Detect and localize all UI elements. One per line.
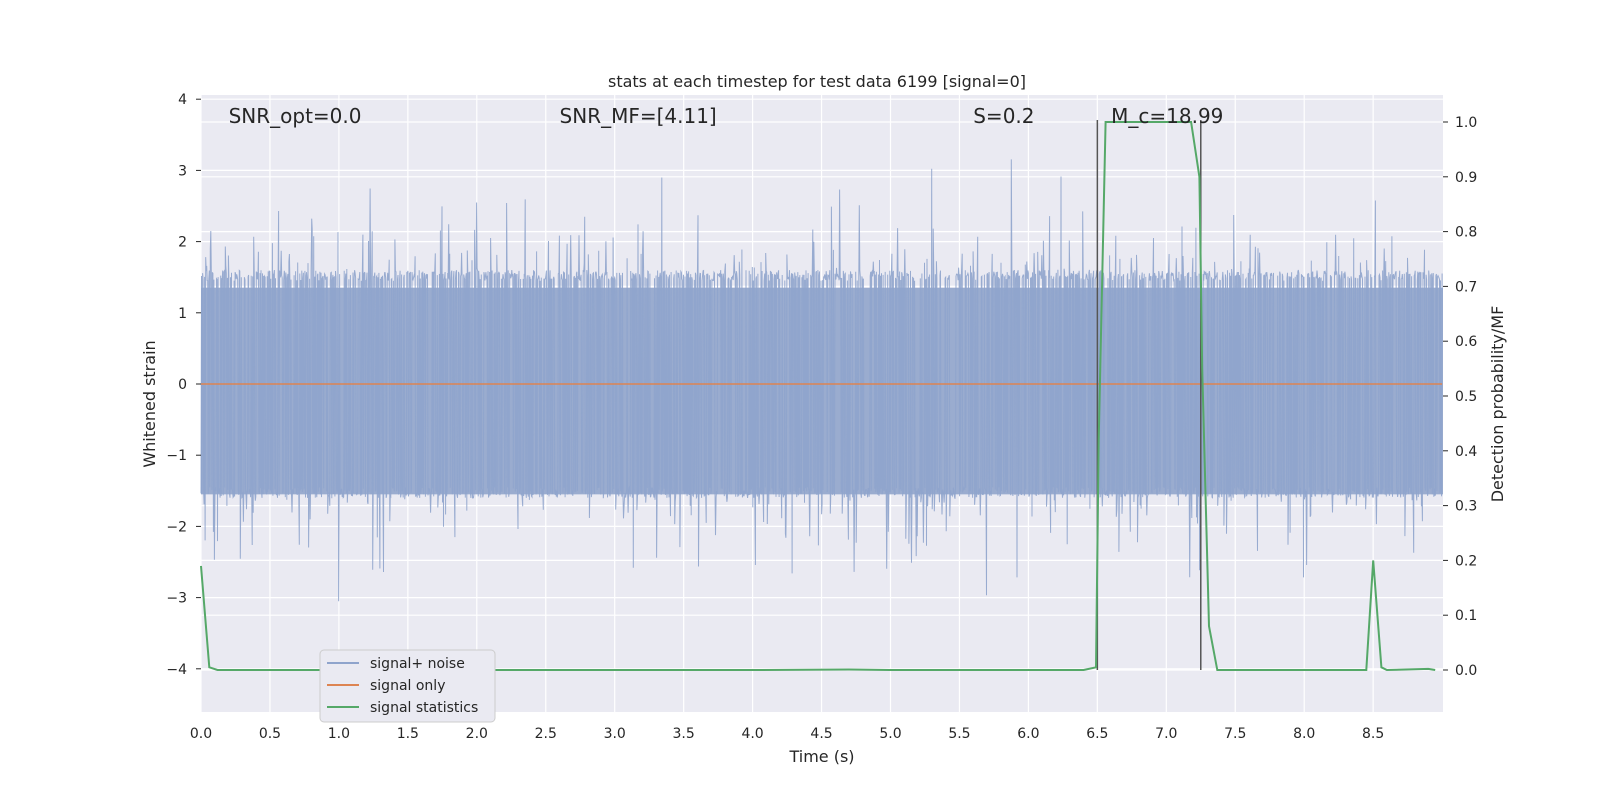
x-tick-label: 4.5: [810, 726, 832, 742]
x-tick-label: 3.0: [604, 726, 626, 742]
y2-axis-title: Detection probability/MF: [1488, 306, 1507, 503]
y-tick-label: 1: [178, 306, 187, 322]
x-tick-label: 2.5: [535, 726, 557, 742]
y2-tick-label: 0.8: [1455, 225, 1477, 241]
x-tick-label: 5.5: [948, 726, 970, 742]
y-axis-ticks: 4 3 2 1 0 −1 −2 −3 −4: [166, 92, 201, 678]
y2-tick-label: 0.9: [1455, 170, 1477, 186]
annotation-s: S=0.2: [973, 104, 1034, 128]
annotations: SNR_opt=0.0 SNR_MF=[4.11] S=0.2 M_c=18.99: [229, 104, 1224, 128]
x-tick-label: 0.5: [259, 726, 281, 742]
x-tick-label: 7.0: [1155, 726, 1177, 742]
x-tick-label: 6.0: [1017, 726, 1039, 742]
signal-noise-series: [200, 159, 1443, 602]
x-tick-label: 5.0: [879, 726, 901, 742]
y2-tick-label: 0.5: [1455, 389, 1477, 405]
legend-box: [319, 649, 496, 723]
x-tick-label: 2.0: [466, 726, 488, 742]
legend-label: signal only: [370, 678, 445, 694]
legend: signal+ noise signal only signal statistic…: [319, 649, 496, 723]
x-tick-label: 7.5: [1224, 726, 1246, 742]
y-tick-label: −3: [166, 591, 187, 607]
y-tick-label: −4: [166, 662, 187, 678]
y-axis-title: Whitened strain: [140, 340, 159, 467]
y-tick-label: 3: [178, 163, 187, 179]
x-tick-label: 0.0: [190, 726, 212, 742]
y2-tick-label: 0.4: [1455, 444, 1477, 460]
y2-tick-label: 1.0: [1455, 115, 1477, 131]
x-tick-label: 8.0: [1293, 726, 1315, 742]
x-tick-label: 3.5: [673, 726, 695, 742]
y-tick-label: −1: [166, 448, 187, 464]
x-tick-label: 1.5: [397, 726, 419, 742]
legend-label: signal+ noise: [370, 656, 465, 672]
x-axis-ticks: 0.0 0.5 1.0 1.5 2.0 2.5 3.0 3.5 4.0 4.5 5.0 5.5 6.0 6…: [190, 726, 1384, 742]
y2-tick-label: 0.0: [1455, 663, 1477, 679]
y2-tick-label: 0.7: [1455, 279, 1477, 295]
x-tick-label: 8.5: [1362, 726, 1384, 742]
y-tick-label: 2: [178, 235, 187, 251]
chart-title: stats at each timestep for test data 619…: [608, 72, 1026, 91]
x-tick-label: 6.5: [1086, 726, 1108, 742]
y-tick-label: 0: [178, 377, 187, 393]
x-tick-label: 1.0: [328, 726, 350, 742]
x-tick-label: 4.0: [741, 726, 763, 742]
y2-tick-label: 0.6: [1455, 334, 1477, 350]
noise-trace: [200, 159, 1443, 602]
x-axis-title: Time (s): [788, 747, 854, 766]
y-tick-label: −2: [166, 519, 187, 535]
y2-tick-label: 0.3: [1455, 499, 1477, 515]
annotation-snr_mf: SNR_MF=[4.11]: [560, 104, 717, 128]
annotation-snr_opt: SNR_opt=0.0: [229, 104, 362, 128]
y2-tick-label: 0.1: [1455, 608, 1477, 624]
annotation-mc: M_c=18.99: [1111, 104, 1223, 128]
legend-label: signal statistics: [370, 700, 478, 716]
y-tick-label: 4: [178, 92, 187, 108]
y2-axis-ticks: 1.0 0.9 0.8 0.7 0.6 0.5 0.4 0.3 0.2 0.1 0.0: [1443, 115, 1477, 679]
y2-tick-label: 0.2: [1455, 553, 1477, 569]
